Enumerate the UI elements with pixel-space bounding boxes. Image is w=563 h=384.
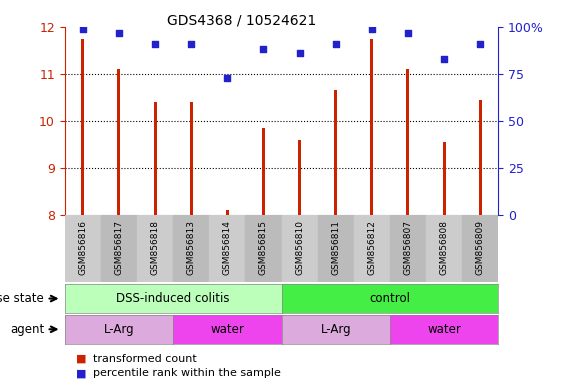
Text: GSM856808: GSM856808	[440, 220, 449, 275]
Bar	[370, 39, 373, 215]
Point	[331, 41, 340, 47]
Point	[187, 41, 196, 47]
Bar	[406, 69, 409, 215]
Text: GSM856807: GSM856807	[404, 220, 413, 275]
Bar	[354, 215, 390, 282]
Bar	[118, 69, 120, 215]
Point	[440, 56, 449, 62]
Text: control: control	[369, 292, 410, 305]
Text: GSM856816: GSM856816	[78, 220, 87, 275]
Text: disease state: disease state	[0, 292, 44, 305]
Bar	[318, 215, 354, 282]
Text: ■: ■	[76, 354, 87, 364]
Bar	[282, 215, 318, 282]
Point	[150, 41, 159, 47]
Bar	[298, 140, 301, 215]
Point	[259, 46, 268, 53]
Bar	[443, 142, 445, 215]
Bar	[226, 210, 229, 215]
Bar	[173, 215, 209, 282]
Text: L-Arg: L-Arg	[320, 323, 351, 336]
Bar	[426, 215, 462, 282]
Bar	[479, 100, 481, 215]
Text: transformed count: transformed count	[93, 354, 196, 364]
Bar	[101, 215, 137, 282]
Text: ■: ■	[76, 368, 87, 378]
Point	[476, 41, 485, 47]
Bar	[190, 102, 193, 215]
Bar	[334, 90, 337, 215]
Text: water: water	[211, 323, 244, 336]
Bar	[209, 215, 245, 282]
Text: GSM856812: GSM856812	[367, 220, 376, 275]
Text: water: water	[427, 323, 461, 336]
Bar	[262, 128, 265, 215]
Point	[295, 50, 304, 56]
Text: GDS4368 / 10524621: GDS4368 / 10524621	[167, 13, 317, 27]
Bar	[154, 102, 157, 215]
Bar	[82, 39, 84, 215]
Point	[78, 26, 87, 32]
Text: GSM856809: GSM856809	[476, 220, 485, 275]
Text: GSM856814: GSM856814	[223, 220, 232, 275]
Point	[404, 30, 413, 36]
Point	[223, 74, 232, 81]
Bar	[245, 215, 282, 282]
Text: percentile rank within the sample: percentile rank within the sample	[93, 368, 281, 378]
Text: GSM856813: GSM856813	[187, 220, 196, 275]
Text: GSM856810: GSM856810	[295, 220, 304, 275]
Text: L-Arg: L-Arg	[104, 323, 134, 336]
Bar	[390, 215, 426, 282]
Point	[367, 26, 376, 32]
Bar	[65, 215, 101, 282]
Text: agent: agent	[10, 323, 44, 336]
Text: GSM856815: GSM856815	[259, 220, 268, 275]
Text: GSM856817: GSM856817	[114, 220, 123, 275]
Text: DSS-induced colitis: DSS-induced colitis	[117, 292, 230, 305]
Text: GSM856818: GSM856818	[150, 220, 159, 275]
Bar	[462, 215, 498, 282]
Point	[114, 30, 123, 36]
Bar	[137, 215, 173, 282]
Text: GSM856811: GSM856811	[331, 220, 340, 275]
